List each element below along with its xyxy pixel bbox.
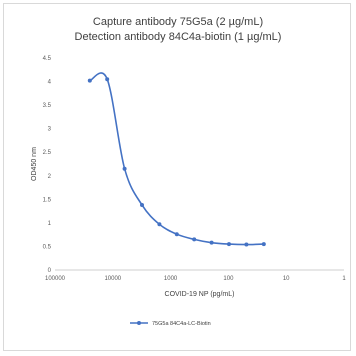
y-tick-label: 2.5 bbox=[43, 150, 52, 156]
data-point bbox=[244, 242, 249, 247]
x-tick-label: 1000 bbox=[164, 276, 178, 282]
x-tick-label: 10000 bbox=[104, 276, 121, 282]
y-tick-label: 3.5 bbox=[43, 103, 52, 109]
legend-label: 75G5a 84C4a-LC-Biotin bbox=[152, 321, 211, 327]
x-tick-label: 100000 bbox=[45, 276, 66, 282]
data-point bbox=[192, 237, 197, 242]
y-axis-label: OD450 nm bbox=[31, 147, 38, 181]
y-tick-label: 4.5 bbox=[43, 56, 52, 62]
x-tick-label: 1 bbox=[342, 276, 346, 282]
data-point bbox=[122, 166, 127, 171]
legend-marker bbox=[137, 321, 141, 325]
data-point bbox=[261, 242, 266, 247]
y-tick-label: 1 bbox=[48, 221, 52, 227]
y-tick-label: 3 bbox=[48, 127, 52, 133]
x-tick-label: 10 bbox=[283, 276, 290, 282]
chart-subtitle: Detection antibody 84C4a-biotin (1 µg/mL… bbox=[74, 31, 282, 43]
y-tick-label: 1.5 bbox=[43, 197, 52, 203]
y-tick-label: 4 bbox=[48, 80, 52, 86]
x-tick-label: 100 bbox=[223, 276, 234, 282]
data-point bbox=[157, 222, 162, 227]
data-point bbox=[174, 232, 179, 237]
data-point bbox=[226, 242, 231, 247]
series-line bbox=[89, 72, 264, 246]
data-point bbox=[139, 202, 144, 207]
chart-frame bbox=[3, 3, 351, 351]
data-point bbox=[209, 240, 214, 245]
y-tick-label: 0 bbox=[48, 268, 52, 274]
chart-title: Capture antibody 75G5a (2 µg/mL) bbox=[92, 16, 264, 28]
y-tick-label: 2 bbox=[48, 174, 52, 180]
y-tick-label: 0.5 bbox=[43, 244, 52, 250]
data-point bbox=[87, 78, 92, 83]
data-point bbox=[105, 77, 110, 82]
x-axis-label: COVID-19 NP (pg/mL) bbox=[165, 291, 235, 298]
